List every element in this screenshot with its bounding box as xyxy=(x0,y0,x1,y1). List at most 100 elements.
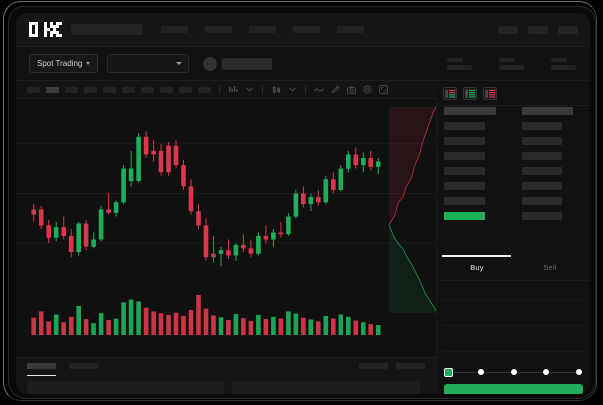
toolbar-divider xyxy=(262,85,263,94)
orders-row-0[interactable] xyxy=(27,381,224,394)
orderbook-both-icon[interactable] xyxy=(443,87,457,100)
orders-tab-active-underline xyxy=(27,375,56,376)
orders-row-1[interactable] xyxy=(232,381,420,394)
market-type-dropdown[interactable]: Spot Trading xyxy=(29,54,99,73)
header-actions xyxy=(498,25,578,34)
timeframe-button-1[interactable] xyxy=(46,86,59,93)
timeframe-button-4[interactable] xyxy=(103,86,116,93)
orderbook-bids-icon[interactable] xyxy=(463,87,477,100)
line-chart-icon[interactable] xyxy=(314,85,324,94)
chevron-down-icon xyxy=(176,62,183,65)
coin-avatar-icon xyxy=(203,56,218,71)
trade-tab-active-bar xyxy=(442,255,511,257)
order-book-row-right-4[interactable] xyxy=(522,167,562,175)
pencil-icon[interactable] xyxy=(330,85,340,94)
order-book-row-right-5[interactable] xyxy=(522,182,562,190)
header-action-1[interactable] xyxy=(528,25,548,34)
ticker-stats xyxy=(447,57,576,70)
timeframe-button-9[interactable] xyxy=(198,86,211,93)
chart-panel[interactable] xyxy=(16,99,437,357)
order-book-row-left-5[interactable] xyxy=(444,182,485,190)
pair-select-dropdown[interactable] xyxy=(107,54,190,73)
market-depth-overlay xyxy=(389,107,436,313)
slider-step-dot-50[interactable] xyxy=(510,369,517,375)
order-book-row-left-2[interactable] xyxy=(444,137,485,145)
chevron-down-icon[interactable] xyxy=(287,85,297,94)
nav-item-1[interactable] xyxy=(205,26,232,33)
timeframe-button-2[interactable] xyxy=(65,86,78,93)
timeframe-button-6[interactable] xyxy=(141,86,154,93)
order-book-row-right-7[interactable] xyxy=(522,212,562,220)
screen: Spot Trading xyxy=(16,13,590,394)
header-action-2[interactable] xyxy=(558,25,578,34)
ticker-stat-label xyxy=(447,57,463,62)
ticker-stat-2 xyxy=(551,57,576,70)
camera-icon[interactable] xyxy=(346,85,356,94)
header-action-0[interactable] xyxy=(498,25,518,34)
orders-actions xyxy=(359,363,425,369)
settings-icon[interactable] xyxy=(362,85,372,94)
chevron-down-icon[interactable] xyxy=(244,85,254,94)
orderbook-asks-icon[interactable] xyxy=(483,87,497,100)
order-book-row-left-3[interactable] xyxy=(444,152,485,160)
device-frame: Spot Trading xyxy=(8,6,596,399)
slider-step-dot-100[interactable] xyxy=(576,369,582,375)
order-book-row-left-0 xyxy=(444,107,496,115)
ticker-stat-1 xyxy=(499,57,524,70)
chart-toolbar xyxy=(16,81,437,99)
okx-logo-icon[interactable] xyxy=(29,22,62,37)
order-book-row-right-0 xyxy=(522,107,573,115)
ticker-stat-label xyxy=(551,57,567,62)
candlestick-chart[interactable] xyxy=(16,99,437,289)
header-nav xyxy=(161,26,364,33)
order-book-row-right-2[interactable] xyxy=(522,137,562,145)
ticker-stat-value xyxy=(447,64,472,70)
market-sub-header: Spot Trading xyxy=(16,47,590,81)
order-form xyxy=(437,281,590,361)
order-book-row-right-6[interactable] xyxy=(522,197,562,205)
market-type-label: Spot Trading xyxy=(37,59,83,68)
order-book-row-left-4[interactable] xyxy=(444,167,485,175)
toolbar-divider xyxy=(305,85,306,94)
order-book-right-column xyxy=(522,107,573,220)
orders-action-1[interactable] xyxy=(396,363,425,369)
slider-step-dot-75[interactable] xyxy=(543,369,550,375)
orders-action-0[interactable] xyxy=(359,363,388,369)
trade-side-tabs: Buy Sell xyxy=(437,255,590,281)
buy-submit-button[interactable] xyxy=(444,384,583,394)
slider-handle[interactable] xyxy=(443,367,453,377)
timeframe-button-7[interactable] xyxy=(160,86,173,93)
order-book-row-left-6[interactable] xyxy=(444,197,485,205)
timeframe-button-8[interactable] xyxy=(179,86,192,93)
order-book-row-right-3[interactable] xyxy=(522,152,562,160)
nav-item-2[interactable] xyxy=(249,26,276,33)
indicator-icon[interactable] xyxy=(228,85,238,94)
order-book-row-right-1[interactable] xyxy=(522,122,562,130)
ticker-stat-value xyxy=(499,64,524,70)
nav-item-3[interactable] xyxy=(293,26,320,33)
order-book-row-left-7[interactable] xyxy=(444,212,485,220)
search-input[interactable] xyxy=(71,24,143,35)
orders-bottom-panel xyxy=(16,357,437,394)
orders-tab-1[interactable] xyxy=(69,363,98,369)
divider xyxy=(437,105,590,106)
order-book-row-left-1[interactable] xyxy=(444,122,485,130)
timeframe-button-3[interactable] xyxy=(84,86,97,93)
orders-tab-0[interactable] xyxy=(27,363,56,369)
nav-item-4[interactable] xyxy=(337,26,364,33)
orders-tabs xyxy=(27,363,98,369)
nav-item-0[interactable] xyxy=(161,26,188,33)
tab-sell[interactable]: Sell xyxy=(543,263,557,272)
app-header xyxy=(16,13,590,47)
ticker-stat-0 xyxy=(447,57,472,70)
slider-step-dot-25[interactable] xyxy=(477,369,484,375)
order-book[interactable] xyxy=(437,107,590,252)
chevron-down-icon xyxy=(86,62,91,65)
ticker-stat-label xyxy=(499,57,515,62)
timeframe-button-0[interactable] xyxy=(27,86,40,93)
amount-slider[interactable] xyxy=(443,366,583,378)
chart-type-icon[interactable] xyxy=(271,85,281,94)
tab-buy[interactable]: Buy xyxy=(470,263,484,272)
timeframe-button-5[interactable] xyxy=(122,86,135,93)
fullscreen-icon[interactable] xyxy=(378,85,388,94)
